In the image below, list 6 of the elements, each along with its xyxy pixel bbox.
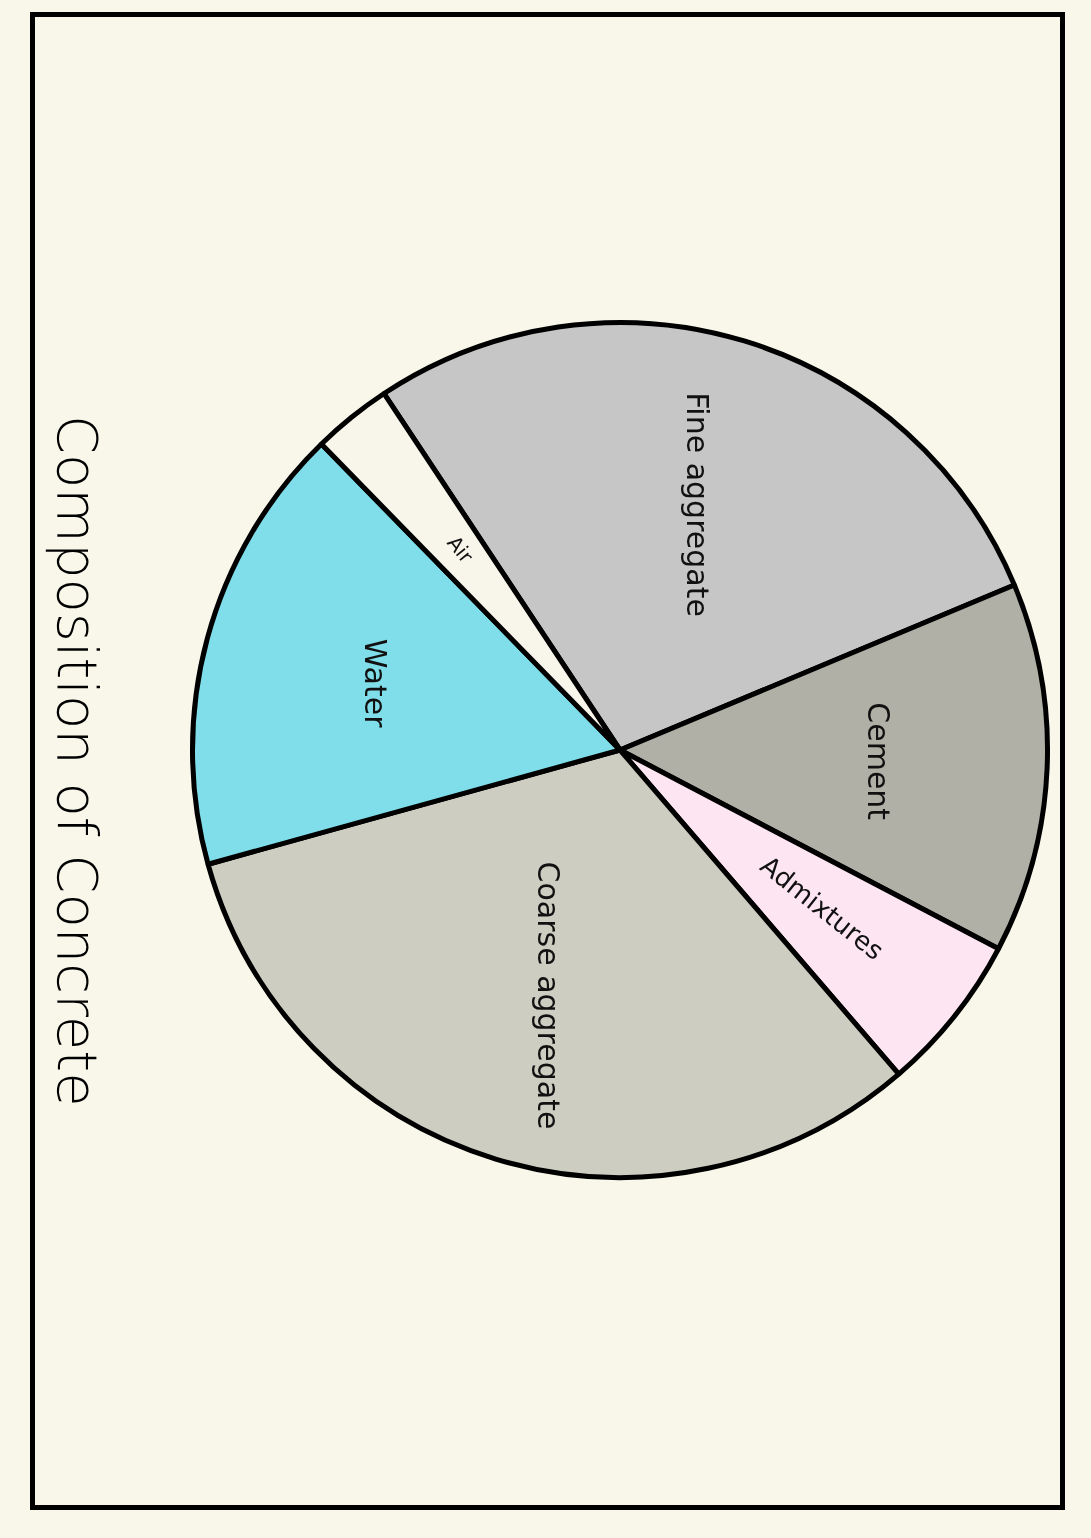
slice-label: Cement <box>861 702 897 821</box>
slice-label: Coarse aggregate <box>530 861 566 1130</box>
slice-label: Air <box>442 531 479 569</box>
slice-label: Fine aggregate <box>679 392 715 617</box>
slice-label: Water <box>357 638 393 729</box>
text: Composition of Concrete <box>45 414 110 1109</box>
